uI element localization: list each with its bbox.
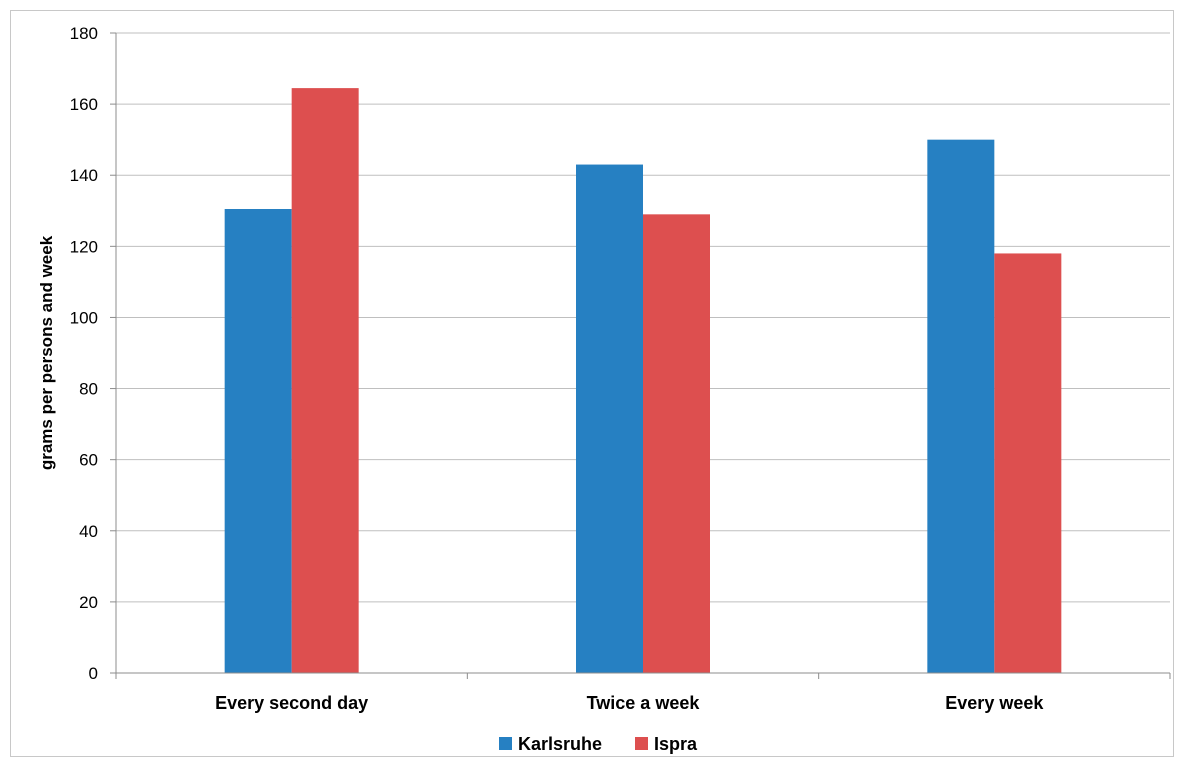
legend: Karlsruhe Ispra bbox=[499, 734, 698, 754]
y-axis-title: grams per persons and week bbox=[37, 235, 56, 470]
y-tick-labels: 0 20 40 60 80 100 120 140 160 180 bbox=[70, 24, 116, 683]
bar-karlsruhe-3 bbox=[927, 139, 995, 673]
y-tick-label: 160 bbox=[70, 95, 98, 114]
legend-label-karlsruhe: Karlsruhe bbox=[518, 734, 602, 754]
bar-ispra-2 bbox=[643, 214, 710, 674]
x-tick-label: Every second day bbox=[215, 693, 368, 713]
legend-swatch-ispra bbox=[635, 737, 648, 750]
legend-swatch-karlsruhe bbox=[499, 737, 512, 750]
y-tick-label: 140 bbox=[70, 166, 98, 185]
y-tick-label: 40 bbox=[79, 522, 98, 541]
bars bbox=[224, 88, 1062, 674]
bar-ispra-3 bbox=[994, 253, 1062, 673]
y-tick-label: 80 bbox=[79, 380, 98, 399]
x-tick-labels: Every second day Twice a week Every week bbox=[215, 693, 1044, 713]
bar-karlsruhe-1 bbox=[224, 209, 292, 673]
y-tick-label: 120 bbox=[70, 237, 98, 256]
y-tick-label: 180 bbox=[70, 24, 98, 43]
axes bbox=[115, 33, 1171, 679]
bar-karlsruhe-2 bbox=[576, 164, 643, 674]
y-tick-label: 100 bbox=[70, 308, 98, 327]
x-tick-label: Every week bbox=[945, 693, 1044, 713]
y-tick-label: 0 bbox=[89, 664, 98, 683]
x-tick-label: Twice a week bbox=[587, 693, 701, 713]
y-tick-label: 20 bbox=[79, 593, 98, 612]
legend-label-ispra: Ispra bbox=[654, 734, 698, 754]
y-tick-label: 60 bbox=[79, 451, 98, 470]
bar-ispra-1 bbox=[291, 88, 359, 674]
